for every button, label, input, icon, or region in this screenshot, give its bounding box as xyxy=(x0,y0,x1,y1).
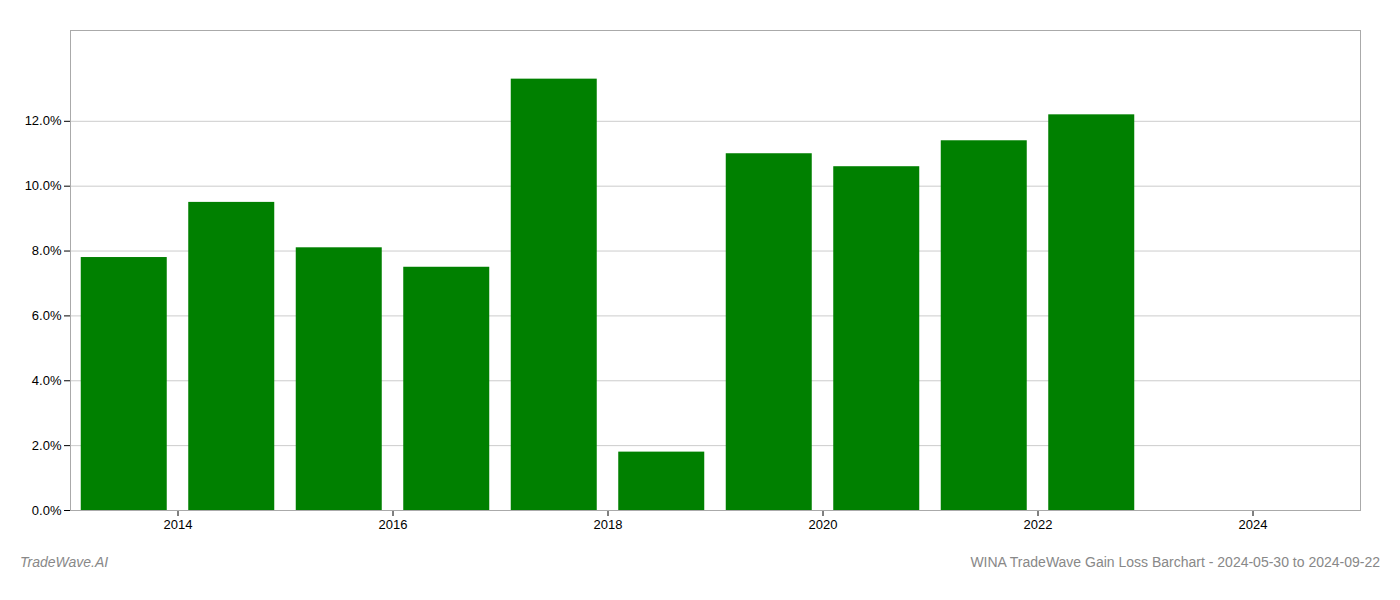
svg-text:2016: 2016 xyxy=(379,517,408,532)
svg-text:4.0%: 4.0% xyxy=(32,373,62,388)
svg-text:8.0%: 8.0% xyxy=(32,243,62,258)
html-text:TradeWave.AI: TradeWave.AI xyxy=(20,554,109,570)
svg-text:2022: 2022 xyxy=(1024,517,1053,532)
svg-text:12.0%: 12.0% xyxy=(25,113,62,128)
svg-text:0.0%: 0.0% xyxy=(32,503,62,518)
svg-text:2024: 2024 xyxy=(1239,517,1268,532)
svg-text:2014: 2014 xyxy=(164,517,193,532)
svg-text:6.0%: 6.0% xyxy=(32,308,62,323)
svg-text:2018: 2018 xyxy=(594,517,623,532)
svg-text:2020: 2020 xyxy=(809,517,838,532)
svg-text:10.0%: 10.0% xyxy=(25,178,62,193)
svg-text:2.0%: 2.0% xyxy=(32,438,62,453)
html-text:WINA TradeWave Gain Loss Barch: WINA TradeWave Gain Loss Barchart - 2024… xyxy=(970,554,1380,570)
